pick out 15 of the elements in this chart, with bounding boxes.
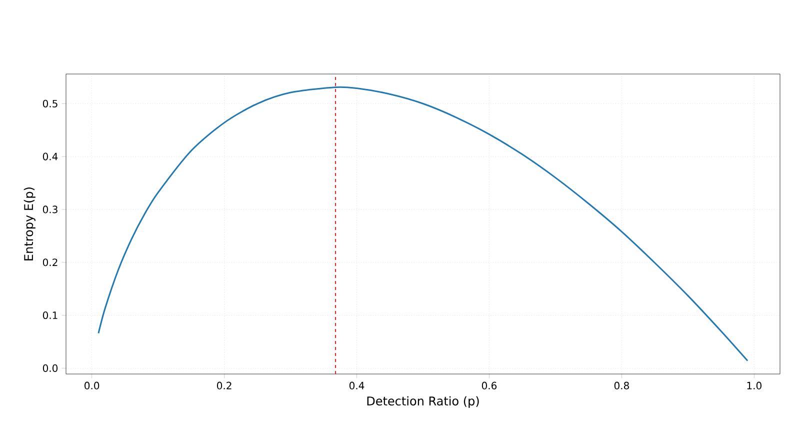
y-tick-label: 0.5 <box>42 100 58 108</box>
y-tick-label: 0.1 <box>42 311 58 320</box>
line-series <box>98 86 748 362</box>
y-tick-label: 0.3 <box>42 206 58 214</box>
x-tick-label: 0.2 <box>217 382 232 390</box>
x-tick-label: 0.8 <box>614 382 629 390</box>
x-tick-label: 0.6 <box>482 382 497 390</box>
x-tick-label: 0.4 <box>349 382 364 390</box>
y-tick-label: 0.2 <box>42 258 58 266</box>
x-tick-label: 0.0 <box>84 382 100 390</box>
x-tick-label: 1.0 <box>747 382 762 390</box>
x-axis-title: Detection Ratio (p) <box>367 396 479 408</box>
y-tick-label: 0.4 <box>42 152 58 160</box>
y-axis-title: Entropy E(p) <box>24 188 36 260</box>
y-tick-label: 0.0 <box>42 364 58 372</box>
